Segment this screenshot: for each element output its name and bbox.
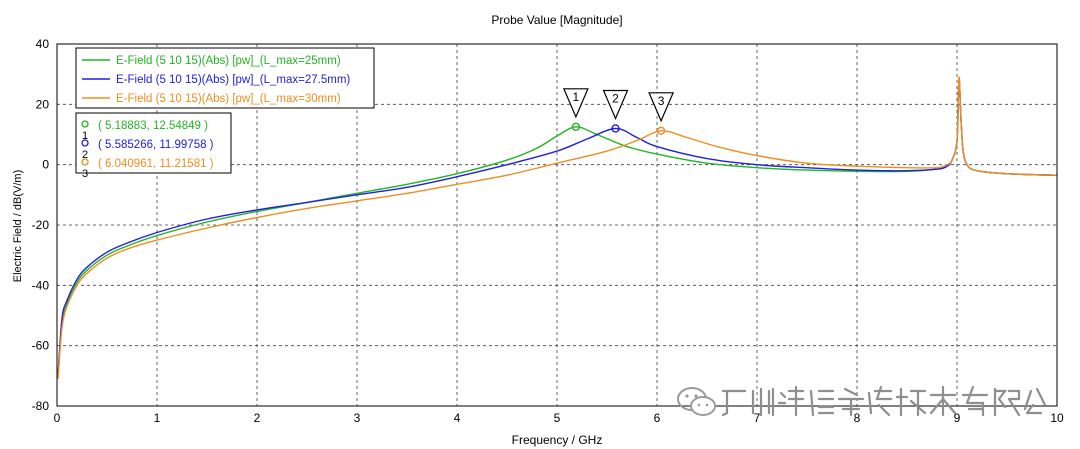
x-tick-label: 1 bbox=[154, 411, 161, 425]
y-tick-label: -20 bbox=[32, 218, 50, 232]
x-tick-label: 3 bbox=[354, 411, 361, 425]
legend-label-2: E-Field (5 10 15)(Abs) [pw]_(L_max=27.5m… bbox=[116, 74, 350, 86]
marker-legend bbox=[75, 112, 232, 174]
y-tick-label: 0 bbox=[42, 158, 49, 172]
marker-point-3 bbox=[656, 126, 666, 136]
x-tick-label: 4 bbox=[454, 411, 461, 425]
marker-point-2 bbox=[611, 124, 620, 133]
marker-legend-icon bbox=[81, 120, 89, 128]
marker-legend-number: 1 bbox=[82, 130, 88, 142]
y-tick-label: 40 bbox=[36, 37, 50, 51]
marker-legend-icon bbox=[81, 139, 89, 147]
y-tick-label: -80 bbox=[32, 399, 50, 413]
x-tick-label: 2 bbox=[254, 411, 261, 425]
marker-legend-number: 3 bbox=[82, 168, 88, 180]
marker-legend-value: ( 5.585266, 11.99758 ) bbox=[98, 139, 214, 151]
legend-label-3: E-Field (5 10 15)(Abs) [pw]_(L_max=30mm) bbox=[116, 93, 341, 105]
y-tick-label: -60 bbox=[32, 339, 50, 353]
marker-point-1 bbox=[571, 122, 581, 132]
watermark bbox=[675, 385, 1049, 419]
chart-title: Probe Value [Magnitude] bbox=[491, 13, 622, 27]
plot-frame bbox=[56, 43, 1058, 407]
y-axis-label: Electric Field / dB(V/m) bbox=[12, 170, 24, 282]
wechat-icon bbox=[677, 387, 716, 416]
marker-legend-value: ( 5.18883, 12.54849 ) bbox=[98, 120, 208, 132]
marker-legend-number: 2 bbox=[82, 149, 88, 161]
series-legend bbox=[75, 47, 375, 109]
y-tick-label: 20 bbox=[36, 97, 50, 111]
x-axis-label: Frequency / GHz bbox=[512, 433, 603, 447]
marker-flag-2 bbox=[602, 89, 629, 120]
x-tick-label: 6 bbox=[654, 411, 661, 425]
x-tick-label: 5 bbox=[554, 411, 561, 425]
x-tick-label: 0 bbox=[54, 411, 61, 425]
marker-flag-1 bbox=[562, 88, 589, 119]
x-tick-label: 8 bbox=[854, 411, 861, 425]
marker-legend-icon bbox=[81, 158, 89, 166]
x-tick-label: 9 bbox=[954, 411, 961, 425]
legend-label-1: E-Field (5 10 15)(Abs) [pw]_(L_max=25mm) bbox=[116, 55, 341, 67]
x-tick-label: 10 bbox=[1050, 411, 1064, 425]
x-tick-label: 7 bbox=[754, 411, 761, 425]
marker-flag-label: 1 bbox=[573, 90, 580, 104]
marker-flag-label: 2 bbox=[612, 91, 619, 105]
series-line-3 bbox=[57, 76, 1058, 379]
watermark-logo bbox=[721, 385, 1047, 417]
marker-flag-label: 3 bbox=[658, 94, 665, 108]
marker-legend-value: ( 6.040961, 11.21581 ) bbox=[98, 158, 214, 170]
y-tick-label: -40 bbox=[32, 278, 50, 292]
marker-flag-3 bbox=[648, 92, 675, 123]
